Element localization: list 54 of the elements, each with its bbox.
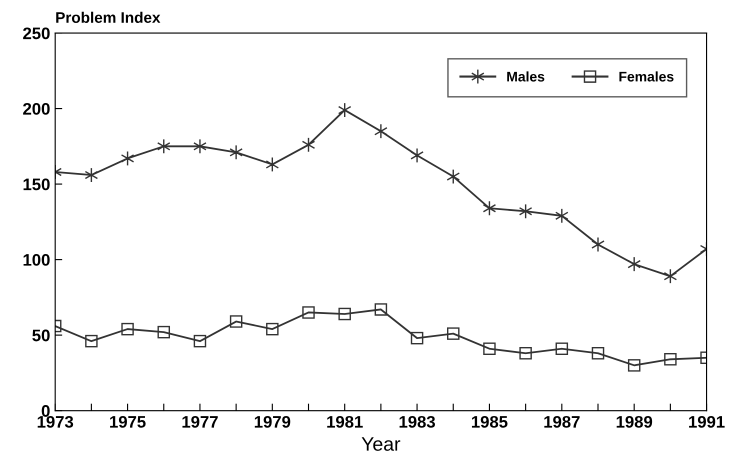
point	[483, 342, 496, 355]
point	[591, 236, 605, 252]
point	[664, 268, 678, 284]
point	[85, 334, 98, 348]
x-tick-label: 1983	[400, 416, 436, 428]
point	[266, 322, 279, 336]
y-tick-label: 200	[23, 102, 50, 115]
y-axis-title: Problem Index	[56, 12, 160, 23]
x-tick-label: 1975	[110, 416, 146, 428]
point	[230, 315, 242, 328]
point	[446, 168, 460, 184]
point	[338, 102, 352, 118]
y-tick-label: 0	[42, 405, 50, 417]
point	[410, 148, 424, 164]
point	[338, 308, 351, 320]
point	[664, 353, 677, 366]
legend-label: Males	[507, 71, 544, 82]
x-axis-title: Year	[362, 437, 400, 451]
x-tick-label: 1989	[616, 416, 652, 428]
legend-label: Females	[619, 71, 674, 82]
point	[266, 156, 280, 172]
point	[556, 342, 568, 355]
point	[447, 327, 460, 340]
x-tick-label: 1991	[689, 416, 725, 428]
point	[120, 150, 134, 166]
point	[121, 322, 134, 336]
point	[84, 167, 98, 183]
point	[482, 200, 496, 216]
y-tick-label: 250	[23, 27, 50, 40]
point	[229, 144, 243, 160]
x-tick-label: 1977	[182, 416, 218, 428]
point	[555, 208, 569, 224]
point	[592, 346, 604, 360]
y-tick-label: 150	[24, 178, 50, 190]
point	[628, 359, 640, 372]
x-tick-label: 1985	[472, 416, 508, 428]
y-tick-label: 100	[24, 254, 50, 266]
point	[302, 306, 315, 319]
x-tick-label: 1973	[38, 416, 74, 428]
point	[158, 326, 170, 338]
x-tick-label: 1987	[544, 416, 580, 428]
point	[519, 346, 532, 360]
point	[410, 332, 424, 344]
point	[374, 303, 388, 316]
point	[157, 138, 170, 154]
y-tick-label: 50	[32, 330, 50, 342]
x-tick-label: 1981	[327, 416, 363, 428]
point	[518, 204, 532, 219]
x-tick-label: 1979	[254, 416, 290, 428]
point	[193, 138, 207, 154]
point	[374, 124, 388, 139]
point	[627, 256, 641, 272]
point	[302, 137, 316, 152]
point	[194, 334, 206, 348]
